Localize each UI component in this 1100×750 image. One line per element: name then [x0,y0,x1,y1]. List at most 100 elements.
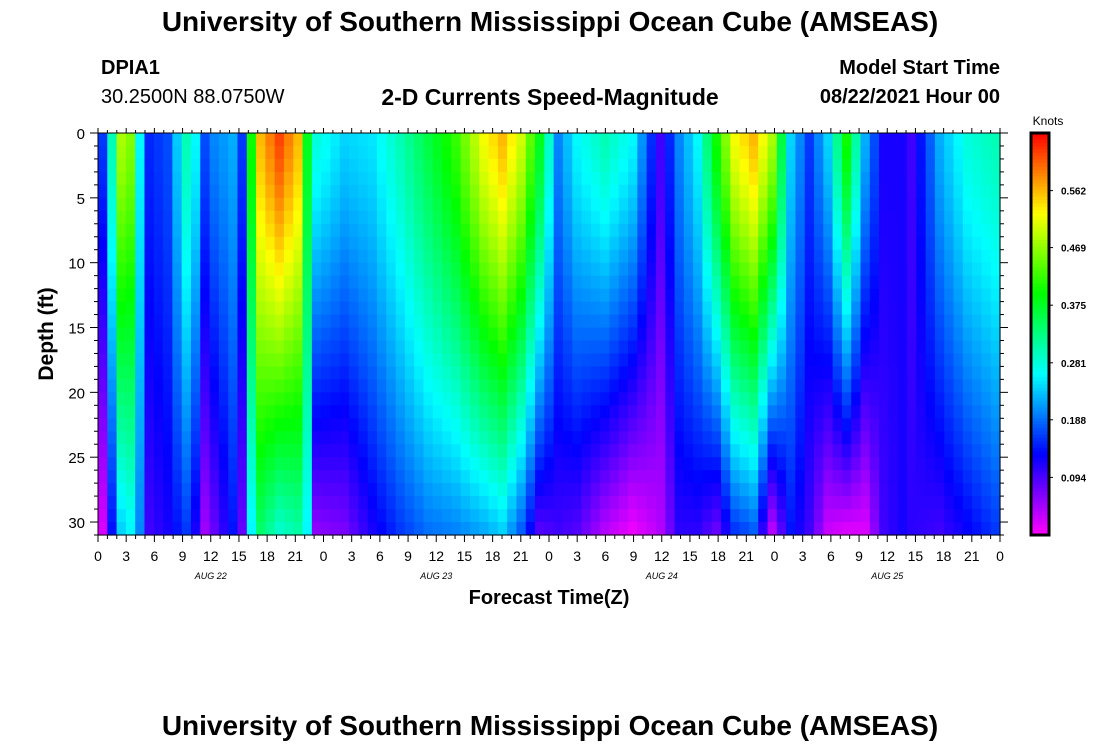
heatmap-cell [237,340,248,355]
heatmap-cell [683,197,694,212]
heatmap-cell [693,288,704,303]
heatmap-cell [125,340,136,355]
heatmap-cell [144,522,155,536]
heatmap-cell [972,249,982,264]
x-tick-label: 21 [288,548,304,564]
heatmap-cell [256,353,266,368]
heatmap-cell [442,288,452,303]
heatmap-cell [283,444,294,458]
heatmap-cell [432,418,443,432]
heatmap-cell [628,184,638,199]
heatmap-cell [916,457,927,471]
heatmap-cell [655,509,666,523]
heatmap-cell [432,509,443,523]
heatmap-cell [367,353,378,368]
heatmap-cell [190,158,201,173]
heatmap-cell [525,366,536,380]
heatmap-cell [776,431,787,445]
heatmap-cell [414,418,425,432]
heatmap-cell [451,314,462,329]
heatmap-cell [655,171,666,186]
heatmap-cell [637,483,648,497]
heatmap-cell [302,496,313,510]
heatmap-cell [758,522,769,536]
colorbar-swatch [1031,437,1049,442]
heatmap-cell [163,236,173,251]
heatmap-cell [535,275,545,290]
heatmap-cell [962,379,973,393]
heatmap-cell [934,366,945,380]
colorbar-swatch [1031,427,1049,432]
heatmap-cell [200,171,211,186]
heatmap-cell [814,223,824,238]
heatmap-cell [321,418,332,432]
heatmap-cell [321,249,332,264]
heatmap-cell [339,444,350,458]
heatmap-cell [609,379,620,393]
heatmap-cell [581,275,592,290]
heatmap-cell [479,314,490,329]
heatmap-cell [451,275,462,290]
heatmap-cell [628,314,638,329]
heatmap-cell [395,509,406,523]
heatmap-cell [748,145,759,160]
heatmap-cell [163,145,173,160]
heatmap-cell [981,301,992,316]
heatmap-cell [590,496,601,510]
heatmap-cell [962,405,973,419]
heatmap-cell [600,223,611,238]
x-tick-label: 21 [964,548,980,564]
heatmap-cell [618,197,629,212]
heatmap-cell [693,431,704,445]
heatmap-cell [693,340,704,355]
heatmap-cell [98,522,108,536]
heatmap-cell [869,340,880,355]
heatmap-cell [851,275,862,290]
heatmap-cell [730,366,741,380]
heatmap-cell [274,210,285,225]
heatmap-cell [748,353,759,368]
heatmap-cell [442,314,452,329]
heatmap-cell [841,392,852,406]
heatmap-cell [767,457,778,471]
heatmap-cell [786,249,797,264]
heatmap-cell [190,133,201,147]
heatmap-cell [423,249,434,264]
heatmap-cell [637,470,648,484]
heatmap-cell [349,405,359,419]
heatmap-cell [758,262,769,277]
heatmap-cell [181,457,192,471]
heatmap-cell [823,301,834,316]
heatmap-cell [721,262,731,277]
heatmap-cell [953,509,964,523]
heatmap-cell [879,431,890,445]
colorbar-swatch [1031,394,1049,399]
heatmap-cell [265,262,276,277]
heatmap-cell [767,431,778,445]
heatmap-cell [432,197,443,212]
heatmap-cell [367,444,378,458]
heatmap-cell [860,522,871,536]
heatmap-cell [423,158,434,173]
heatmap-cell [562,133,573,147]
heatmap-cell [693,262,704,277]
heatmap-cell [302,197,313,212]
heatmap-cell [367,496,378,510]
colorbar-swatch [1031,250,1049,255]
heatmap-cell [98,444,108,458]
colorbar-swatch [1031,344,1049,348]
heatmap-cell [860,197,871,212]
heatmap-cell [125,392,136,406]
heatmap-cell [814,288,824,303]
heatmap-cell [897,392,908,406]
heatmap-cell [721,392,731,406]
heatmap-cell [516,145,527,160]
heatmap-cell [144,379,155,393]
heatmap-cell [748,457,759,471]
heatmap-cell [646,418,657,432]
heatmap-cell [507,353,518,368]
heatmap-cell [934,353,945,368]
heatmap-cell [897,457,908,471]
heatmap-cell [469,249,480,264]
colorbar-swatch [1031,337,1049,342]
